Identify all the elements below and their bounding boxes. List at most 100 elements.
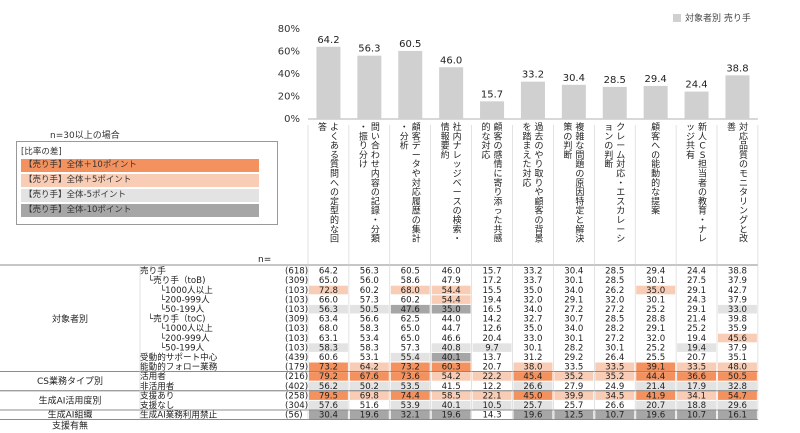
table-cell-value: 58.5	[442, 391, 461, 401]
table-cell-highlight	[431, 285, 471, 295]
table-group-label: 生成AI活用度別	[39, 394, 102, 406]
x-category-label: 顧客データや対応履歴の集計・分析	[400, 121, 421, 245]
table-cell-highlight	[636, 400, 676, 410]
table-cell-value: 21.4	[646, 382, 665, 392]
table-cell-value: 45.6	[728, 334, 747, 344]
table-row-n: (56)	[285, 411, 303, 421]
table-cell-value: 25.5	[646, 353, 665, 363]
table-cell-value: 37.9	[728, 276, 747, 286]
table-row-label: 非活用者	[140, 380, 175, 392]
table-cell-value: 44.7	[442, 324, 461, 334]
bar	[602, 86, 627, 119]
table-row-n: (103)	[285, 334, 308, 344]
table-cell-value: 20.7	[646, 401, 665, 411]
table-cell-value: 27.2	[605, 305, 624, 315]
table-cell-highlight	[595, 372, 635, 381]
table-cell-value: 18.8	[687, 401, 706, 411]
table-cell-value: 29.1	[687, 286, 706, 296]
table-cell-value: 74.4	[401, 391, 420, 401]
table-cell-highlight	[513, 381, 553, 391]
table-cell-value: 33.5	[605, 363, 624, 373]
table-cell-highlight	[595, 410, 635, 420]
table-cell-value: 9.7	[485, 343, 499, 353]
table-cell-value: 37.9	[728, 295, 747, 305]
table-cell-value: 63.4	[319, 315, 338, 325]
table-cell-value: 28.2	[564, 343, 583, 353]
table-cell-value: 28.5	[605, 267, 624, 277]
table-cell-highlight	[677, 391, 716, 400]
table-cell-highlight	[431, 295, 471, 304]
table-cell-value: 28.2	[605, 324, 624, 334]
bar	[357, 55, 382, 119]
table-cell-value: 25.7	[523, 401, 542, 411]
table-cell-value: 29.6	[728, 401, 747, 411]
table-row-n: (309)	[285, 276, 308, 286]
table-cell-highlight	[390, 285, 430, 295]
table-cell-value: 58.3	[360, 343, 379, 353]
table-cell-highlight	[349, 372, 389, 381]
table-cell-value: 57.3	[360, 295, 379, 305]
table-cell-value: 79.2	[319, 372, 338, 382]
table-cell-value: 24.3	[687, 295, 706, 305]
table-cell-value: 57.6	[319, 401, 338, 411]
table-row-label: └200-999人	[160, 294, 210, 305]
x-category-label: 顧客への能動的な提案	[651, 121, 660, 217]
bar	[643, 85, 668, 119]
table-cell-value: 50.5	[728, 372, 747, 382]
table-cell-highlight	[390, 400, 430, 410]
table-cell-value: 36.6	[687, 372, 706, 382]
table-cell-value: 60.2	[401, 295, 420, 305]
table-cell-value: 73.2	[401, 363, 420, 373]
table-cell-highlight	[718, 304, 757, 314]
table-row-label: └1000人以上	[160, 285, 213, 296]
table-cell-value: 26.6	[523, 382, 542, 392]
table-cell-value: 65.0	[401, 334, 420, 344]
bar	[398, 50, 423, 119]
table-cell-value: 33.0	[523, 334, 542, 344]
table-cell-value: 60.3	[442, 363, 461, 373]
table-cell-highlight	[349, 410, 389, 420]
table-cell-value: 48.0	[728, 363, 747, 373]
bar-value-label: 60.5	[399, 39, 421, 50]
table-cell-value: 28.8	[646, 315, 665, 325]
table-cell-value: 20.7	[482, 363, 501, 373]
table-cell-value: 12.2	[482, 382, 501, 392]
x-category-label: 社内ナレッジベースの検索・情報要約	[441, 121, 462, 245]
table-cell-highlight	[636, 391, 676, 400]
table-cell-highlight	[636, 285, 676, 295]
table-cell-highlight	[513, 362, 553, 372]
table-cell-highlight	[431, 362, 471, 372]
table-cell-value: 15.7	[482, 267, 501, 277]
table-cell-value: 60.2	[360, 286, 379, 296]
table-cell-value: 19.4	[687, 343, 706, 353]
table-cell-highlight	[636, 381, 676, 391]
x-category-label: 問い合わせ内容の記録・分類・振り分け	[359, 122, 380, 245]
table-cell-value: 26.6	[605, 401, 624, 411]
table-row-n: (304)	[285, 401, 308, 411]
table-cell-value: 32.8	[728, 382, 747, 392]
condition-note: n=30以上の場合	[50, 131, 120, 141]
table-cell-value: 44.4	[646, 372, 665, 382]
table-cell-highlight	[513, 391, 553, 400]
table-cell-value: 35.0	[646, 286, 665, 296]
table-cell-highlight	[595, 391, 635, 400]
table-cell-value: 17.9	[687, 382, 706, 392]
table-cell-value: 47.9	[442, 276, 461, 286]
table-cell-highlight	[390, 372, 430, 381]
table-cell-value: 20.4	[482, 334, 501, 344]
table-cell-highlight	[472, 391, 512, 400]
table-cell-highlight	[677, 410, 716, 420]
table-row-label: └1000人以上	[160, 323, 213, 334]
table-cell-value: 19.4	[687, 334, 706, 344]
table-cell-value: 19.6	[442, 411, 461, 421]
table-cell-value: 32.1	[401, 411, 420, 421]
table-cell-value: 34.0	[564, 286, 583, 296]
table-cell-value: 32.0	[646, 334, 665, 344]
table-cell-value: 35.9	[728, 324, 747, 334]
table-cell-value: 27.9	[564, 382, 583, 392]
table-cell-value: 19.6	[523, 411, 542, 421]
table-cell-value: 45.0	[523, 391, 542, 401]
table-cell-highlight	[554, 391, 594, 400]
bar	[520, 81, 545, 119]
table-row-label: 活用者	[140, 370, 166, 382]
